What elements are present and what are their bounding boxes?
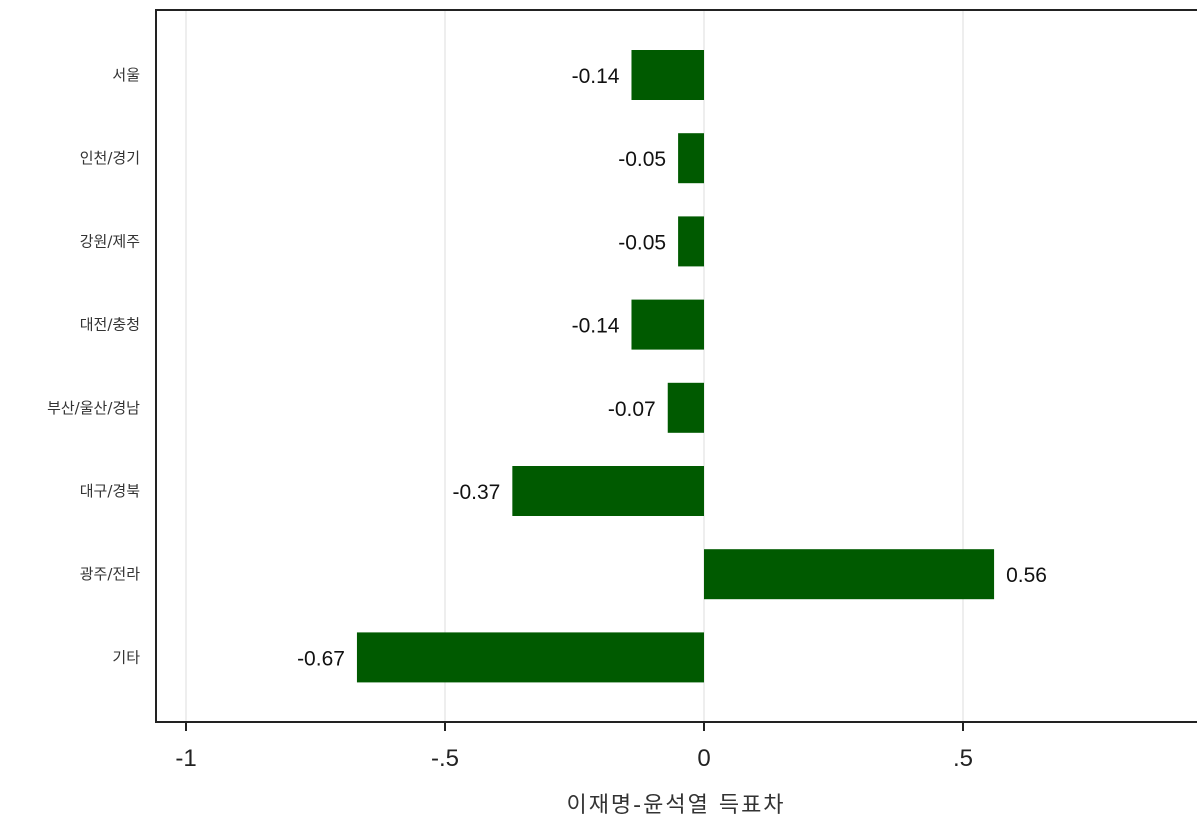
category-label: 서울 [112, 66, 140, 84]
bar [667, 382, 704, 433]
category-label: 부산/울산/경남 [47, 399, 140, 417]
bar [631, 299, 704, 350]
gridlines [185, 10, 964, 722]
value-label: -0.07 [608, 398, 656, 421]
value-label: -0.05 [618, 148, 666, 171]
category-label: 대전/충청 [80, 316, 140, 334]
category-label: 강원/제주 [80, 232, 140, 250]
value-label: -0.37 [452, 481, 500, 504]
x-tick-label: .5 [953, 745, 973, 772]
bar [704, 549, 995, 600]
bar [512, 466, 704, 516]
axes [155, 9, 1197, 723]
value-label: -0.14 [572, 65, 620, 88]
category-label: 대구/경북 [80, 482, 140, 500]
category-label: 인천/경기 [80, 149, 140, 167]
x-tick-label: 0 [697, 745, 710, 772]
bar [678, 216, 704, 267]
x-ticks: -1 -.5 0 .5 [175, 722, 973, 772]
bar [631, 50, 704, 100]
x-axis-title: 이재명-윤석열 득표차 [566, 793, 785, 818]
value-label: 0.56 [1006, 564, 1047, 587]
bar [678, 133, 704, 184]
value-label: -0.67 [297, 647, 345, 670]
value-label: -0.14 [572, 315, 620, 338]
x-tick-label: -.5 [431, 745, 459, 772]
category-label: 기타 [112, 648, 140, 666]
category-label: 광주/전라 [80, 565, 140, 583]
x-tick-label: -1 [175, 745, 196, 772]
value-labels: -0.14 -0.05 -0.05 -0.14 -0.07 -0.37 0.56 -0.67 [297, 65, 1047, 670]
value-label: -0.05 [618, 231, 666, 254]
bars [356, 50, 995, 683]
bar [356, 632, 704, 683]
